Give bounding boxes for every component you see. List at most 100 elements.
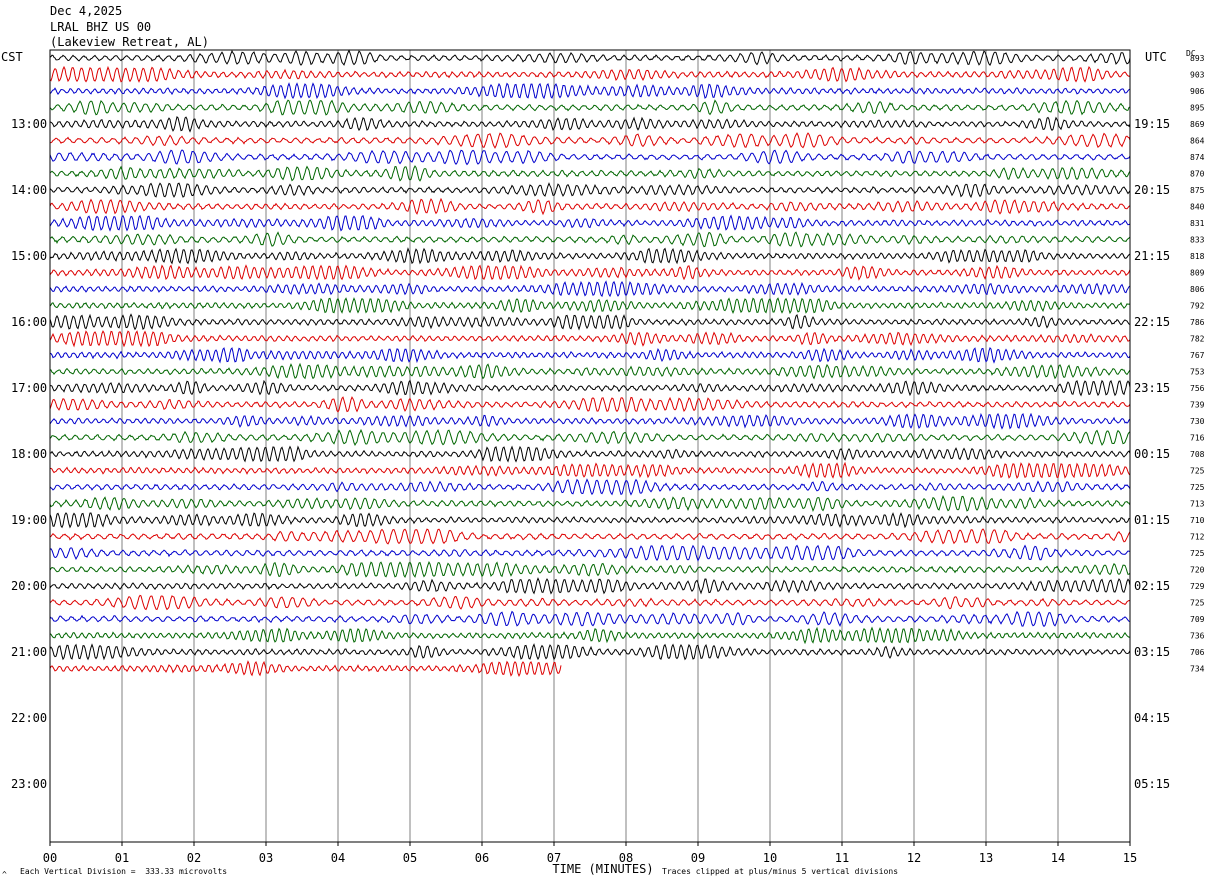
dc-offset-label: 833 bbox=[1190, 236, 1205, 245]
seismic-trace bbox=[49, 264, 1131, 281]
left-hour-label: 14:00 bbox=[11, 183, 47, 197]
seismic-trace bbox=[49, 594, 1131, 611]
header-date: Dec 4,2025 bbox=[50, 4, 123, 18]
dc-offset-label: 756 bbox=[1190, 384, 1205, 393]
seismic-trace bbox=[49, 626, 1131, 645]
left-hour-label: 19:00 bbox=[11, 513, 47, 527]
left-timezone-label: CST bbox=[1, 50, 23, 64]
right-hour-label: 19:15 bbox=[1134, 117, 1170, 131]
header-station: LRAL BHZ US 00 bbox=[50, 20, 152, 34]
dc-offset-label: 806 bbox=[1190, 285, 1205, 294]
seismic-trace bbox=[49, 428, 1131, 446]
left-hour-label: 18:00 bbox=[11, 447, 47, 461]
clip-note: Traces clipped at plus/minus 5 vertical … bbox=[662, 867, 899, 876]
x-tick-label: 00 bbox=[43, 851, 57, 865]
seismic-trace bbox=[49, 495, 1131, 512]
left-hour-label: 13:00 bbox=[11, 117, 47, 131]
seismic-trace bbox=[49, 297, 1131, 315]
dc-offset-label: 840 bbox=[1190, 203, 1205, 212]
x-tick-label: 05 bbox=[403, 851, 417, 865]
dc-offset-label: 716 bbox=[1190, 434, 1205, 443]
corner-mark: ^ bbox=[2, 870, 7, 879]
seismic-trace bbox=[49, 396, 1131, 413]
seismic-trace bbox=[49, 445, 1131, 463]
seismic-trace bbox=[49, 99, 1131, 116]
x-tick-label: 04 bbox=[331, 851, 345, 865]
dc-offset-label: 903 bbox=[1190, 71, 1205, 80]
right-hour-label: 20:15 bbox=[1134, 183, 1170, 197]
seismic-trace bbox=[49, 412, 1131, 430]
dc-offset-label: 725 bbox=[1190, 483, 1205, 492]
seismic-trace bbox=[49, 132, 1131, 149]
dc-offset-label: 720 bbox=[1190, 566, 1205, 575]
seismic-trace bbox=[49, 280, 1131, 298]
dc-offset-label: 708 bbox=[1190, 450, 1205, 459]
x-tick-label: 13 bbox=[979, 851, 993, 865]
dc-offset-label: 864 bbox=[1190, 137, 1205, 146]
dc-offset-label: 869 bbox=[1190, 120, 1205, 129]
plot-frame bbox=[49, 49, 1131, 843]
dc-offset-label: 713 bbox=[1190, 500, 1205, 509]
dc-offset-label: 734 bbox=[1190, 665, 1205, 674]
left-hour-label: 21:00 bbox=[11, 645, 47, 659]
dc-offset-label: 831 bbox=[1190, 219, 1205, 228]
seismic-trace bbox=[49, 182, 1131, 199]
dc-offset-label: 809 bbox=[1190, 269, 1205, 278]
seismic-trace bbox=[49, 346, 1131, 364]
left-hour-labels: 13:00 14:00 15:00 16:00 17:00 18:00 19:00 20:00… bbox=[11, 117, 47, 791]
left-hour-label: 22:00 bbox=[11, 711, 47, 725]
seismic-trace bbox=[49, 313, 1131, 331]
x-tick-label: 15 bbox=[1123, 851, 1137, 865]
seismic-trace bbox=[49, 362, 1131, 380]
seismic-trace bbox=[49, 561, 1131, 579]
x-tick-label: 14 bbox=[1051, 851, 1065, 865]
seismic-trace bbox=[49, 610, 1131, 628]
dc-offset-label: 709 bbox=[1190, 615, 1205, 624]
seismic-trace bbox=[49, 577, 1131, 595]
x-tick-label: 10 bbox=[763, 851, 777, 865]
x-tick-label: 06 bbox=[475, 851, 489, 865]
seismic-trace bbox=[49, 330, 1131, 348]
right-hour-label: 22:15 bbox=[1134, 315, 1170, 329]
left-hour-label: 23:00 bbox=[11, 777, 47, 791]
seismic-trace bbox=[49, 643, 1131, 661]
dc-offset-label: 736 bbox=[1190, 632, 1205, 641]
seismic-trace bbox=[49, 544, 1131, 562]
minute-grid bbox=[121, 50, 1059, 842]
dc-offset-label: 706 bbox=[1190, 648, 1205, 657]
dc-label: DC bbox=[1186, 49, 1196, 58]
right-hour-label: 23:15 bbox=[1134, 381, 1170, 395]
dc-offset-label: 729 bbox=[1190, 582, 1205, 591]
x-tick-label: 08 bbox=[619, 851, 633, 865]
seismic-trace bbox=[49, 478, 1131, 496]
dc-offset-label: 730 bbox=[1190, 417, 1205, 426]
dc-offset-label: 875 bbox=[1190, 186, 1205, 195]
dc-offset-label: 753 bbox=[1190, 368, 1205, 377]
seismic-trace bbox=[49, 115, 1131, 133]
right-hour-label: 05:15 bbox=[1134, 777, 1170, 791]
dc-offset-label: 725 bbox=[1190, 467, 1205, 476]
dc-offset-labels: 893 903 906 895 869 864 874 870 875 840 831 833 818 8… bbox=[1190, 54, 1205, 674]
dc-offset-label: 786 bbox=[1190, 318, 1205, 327]
x-tick-label: 07 bbox=[547, 851, 561, 865]
seismic-trace bbox=[49, 461, 1131, 479]
x-tick-label: 11 bbox=[835, 851, 849, 865]
right-hour-label: 03:15 bbox=[1134, 645, 1170, 659]
dc-offset-label: 782 bbox=[1190, 335, 1205, 344]
seismic-trace bbox=[49, 49, 1131, 66]
x-axis-label: TIME (MINUTES) bbox=[552, 862, 653, 876]
dc-offset-label: 712 bbox=[1190, 533, 1205, 542]
scale-note: Each Vertical Division = 333.33 microvol… bbox=[20, 867, 228, 876]
x-tick-label: 09 bbox=[691, 851, 705, 865]
x-tick-label: 01 bbox=[115, 851, 129, 865]
dc-offset-label: 725 bbox=[1190, 599, 1205, 608]
seismic-trace bbox=[49, 82, 1131, 100]
dc-offset-label: 739 bbox=[1190, 401, 1205, 410]
seismic-trace bbox=[49, 231, 1131, 248]
right-hour-label: 04:15 bbox=[1134, 711, 1170, 725]
x-tick-labels: 00 01 02 03 04 05 06 07 08 09 10 11 12 13 14 15 bbox=[43, 842, 1137, 865]
seismic-trace bbox=[49, 197, 1131, 216]
dc-offset-label: 710 bbox=[1190, 516, 1205, 525]
x-tick-label: 12 bbox=[907, 851, 921, 865]
